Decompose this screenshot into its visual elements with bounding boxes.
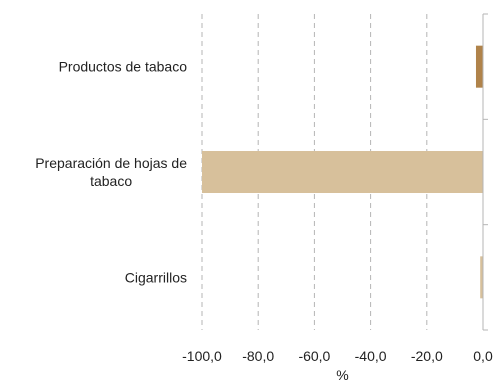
bar [202, 151, 483, 193]
x-tick-label: -80,0 [242, 348, 274, 364]
category-axis: Productos de tabaco Preparación de hojas … [35, 59, 187, 286]
x-tick-label: -20,0 [411, 348, 443, 364]
x-tick-label: -100,0 [182, 348, 222, 364]
x-tick-label: 0,0 [473, 348, 493, 364]
x-tick-label: -40,0 [355, 348, 387, 364]
bars [202, 45, 483, 299]
category-label: Preparación de hojas de tabaco [35, 155, 187, 189]
category-label: Productos de tabaco [59, 59, 188, 75]
x-tick-label: -60,0 [298, 348, 330, 364]
category-label: Cigarrillos [125, 269, 187, 285]
value-axis: -100,0 -80,0 -60,0 -40,0 -20,0 0,0 [182, 13, 493, 364]
bar [475, 45, 483, 88]
x-axis-title: % [336, 367, 348, 383]
bar [480, 256, 483, 299]
